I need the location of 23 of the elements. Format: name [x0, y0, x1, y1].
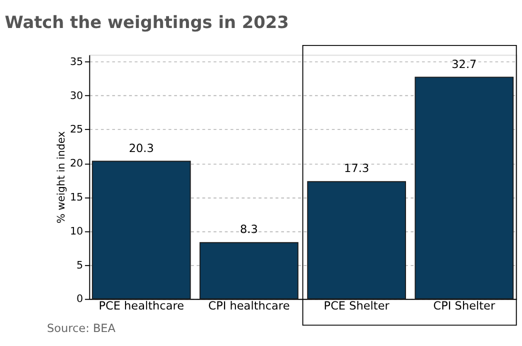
bar	[414, 76, 514, 300]
chart-title: Watch the weightings in 2023	[4, 12, 289, 32]
x-tick-label: CPI Shelter	[433, 300, 496, 313]
x-tick-label: PCE Shelter	[324, 300, 390, 313]
data-label: 20.3	[128, 142, 154, 155]
y-tick-label: 35	[70, 56, 84, 68]
data-label: 8.3	[240, 223, 258, 236]
y-tick-label: 5	[76, 259, 84, 272]
y-tick-label: 15	[70, 191, 84, 204]
y-tick-label: 0	[76, 293, 84, 306]
bar	[200, 242, 298, 300]
y-tick-label: 25	[70, 124, 84, 136]
data-label: 17.3	[344, 162, 370, 176]
bar	[307, 181, 406, 300]
x-tick-label: CPI healthcare	[208, 300, 290, 313]
bar	[92, 160, 191, 300]
y-axis-title: % weight in index	[55, 131, 68, 224]
y-tick-label: 30	[70, 90, 84, 102]
y-tick-label: 20	[70, 158, 84, 170]
x-tick-label: PCE healthcare	[98, 300, 184, 313]
data-label: 32.7	[452, 58, 477, 71]
source-note: Source: BEA	[46, 322, 116, 335]
y-tick-label: 10	[70, 225, 84, 238]
